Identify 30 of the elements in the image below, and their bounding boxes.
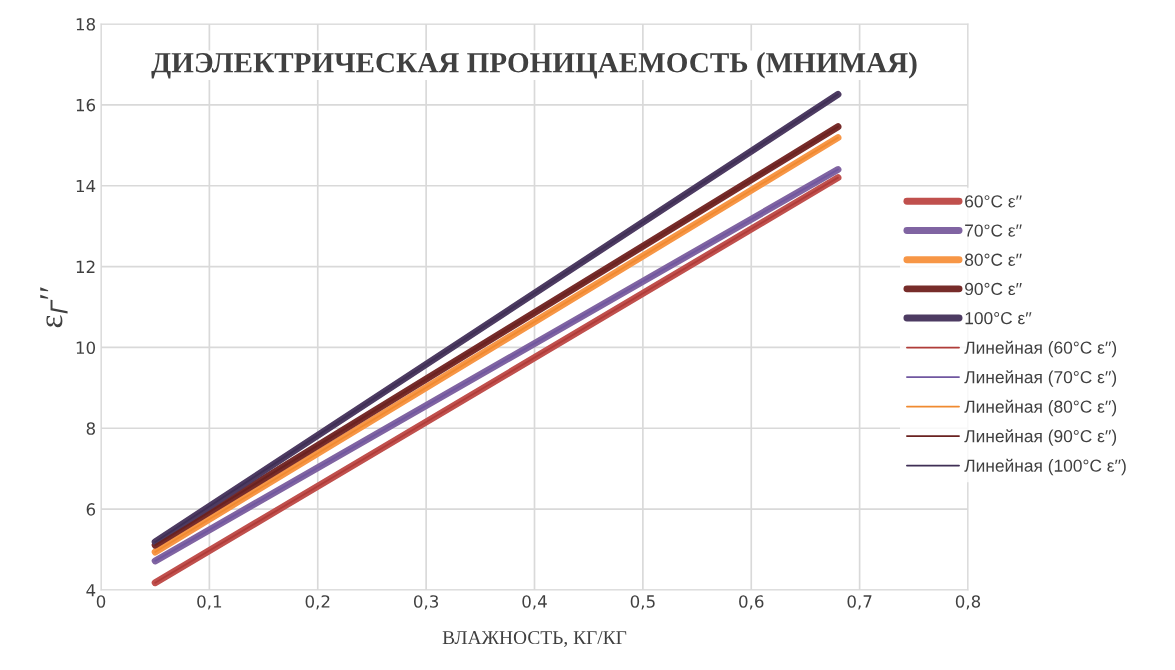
x-tick-label: 0,6 xyxy=(739,595,764,610)
x-tick-label: 0,8 xyxy=(955,595,981,610)
x-tick-label: 0,7 xyxy=(847,595,872,610)
y-tick-label: 12 xyxy=(76,260,95,273)
y-tick-label: 8 xyxy=(86,422,95,435)
legend-label: 70°C ε′′ xyxy=(965,224,1022,237)
legend-label: Линейная (80°C ε′′) xyxy=(964,399,1117,417)
legend-label: Линейная (100°C ε′′) xyxy=(964,458,1126,476)
x-tick-label: 0,1 xyxy=(197,595,222,610)
x-tick-label: 0,2 xyxy=(305,595,330,610)
x-tick-label: 0,4 xyxy=(522,595,547,610)
legend-label: Линейная (70°C ε′′) xyxy=(964,370,1117,387)
legend-label: 60°C ε′′ xyxy=(965,195,1022,208)
y-tick-label: 16 xyxy=(76,98,96,112)
legend-label: Линейная (90°C ε′′) xyxy=(964,429,1117,446)
legend-label: Линейная (60°C ε′′) xyxy=(964,340,1117,358)
legend-label: 100°C ε′′ xyxy=(965,312,1032,325)
legend-label: 90°C ε′′ xyxy=(965,282,1022,296)
x-axis-title: ВЛАЖНОСТЬ, КГ/КГ xyxy=(442,631,627,647)
y-tick-label: 4 xyxy=(86,584,96,597)
text: ДИЭЛЕКТРИЧЕСКАЯ ПРОНИЦАЕМОСТЬ (МНИМАЯ) xyxy=(151,52,917,79)
x-tick-label: 0,5 xyxy=(630,595,655,610)
y-tick-label: 18 xyxy=(76,17,95,31)
legend-label: 80°C ε′′ xyxy=(964,253,1022,266)
x-tick-label: 0 xyxy=(96,595,106,608)
y-tick-label: 14 xyxy=(76,179,96,193)
x-tick-label: 0,3 xyxy=(413,595,439,610)
y-axis-title: ε$_{Г}$′′ xyxy=(40,287,68,328)
y-tick-label: 6 xyxy=(86,503,96,516)
y-tick-label: 10 xyxy=(76,341,96,354)
